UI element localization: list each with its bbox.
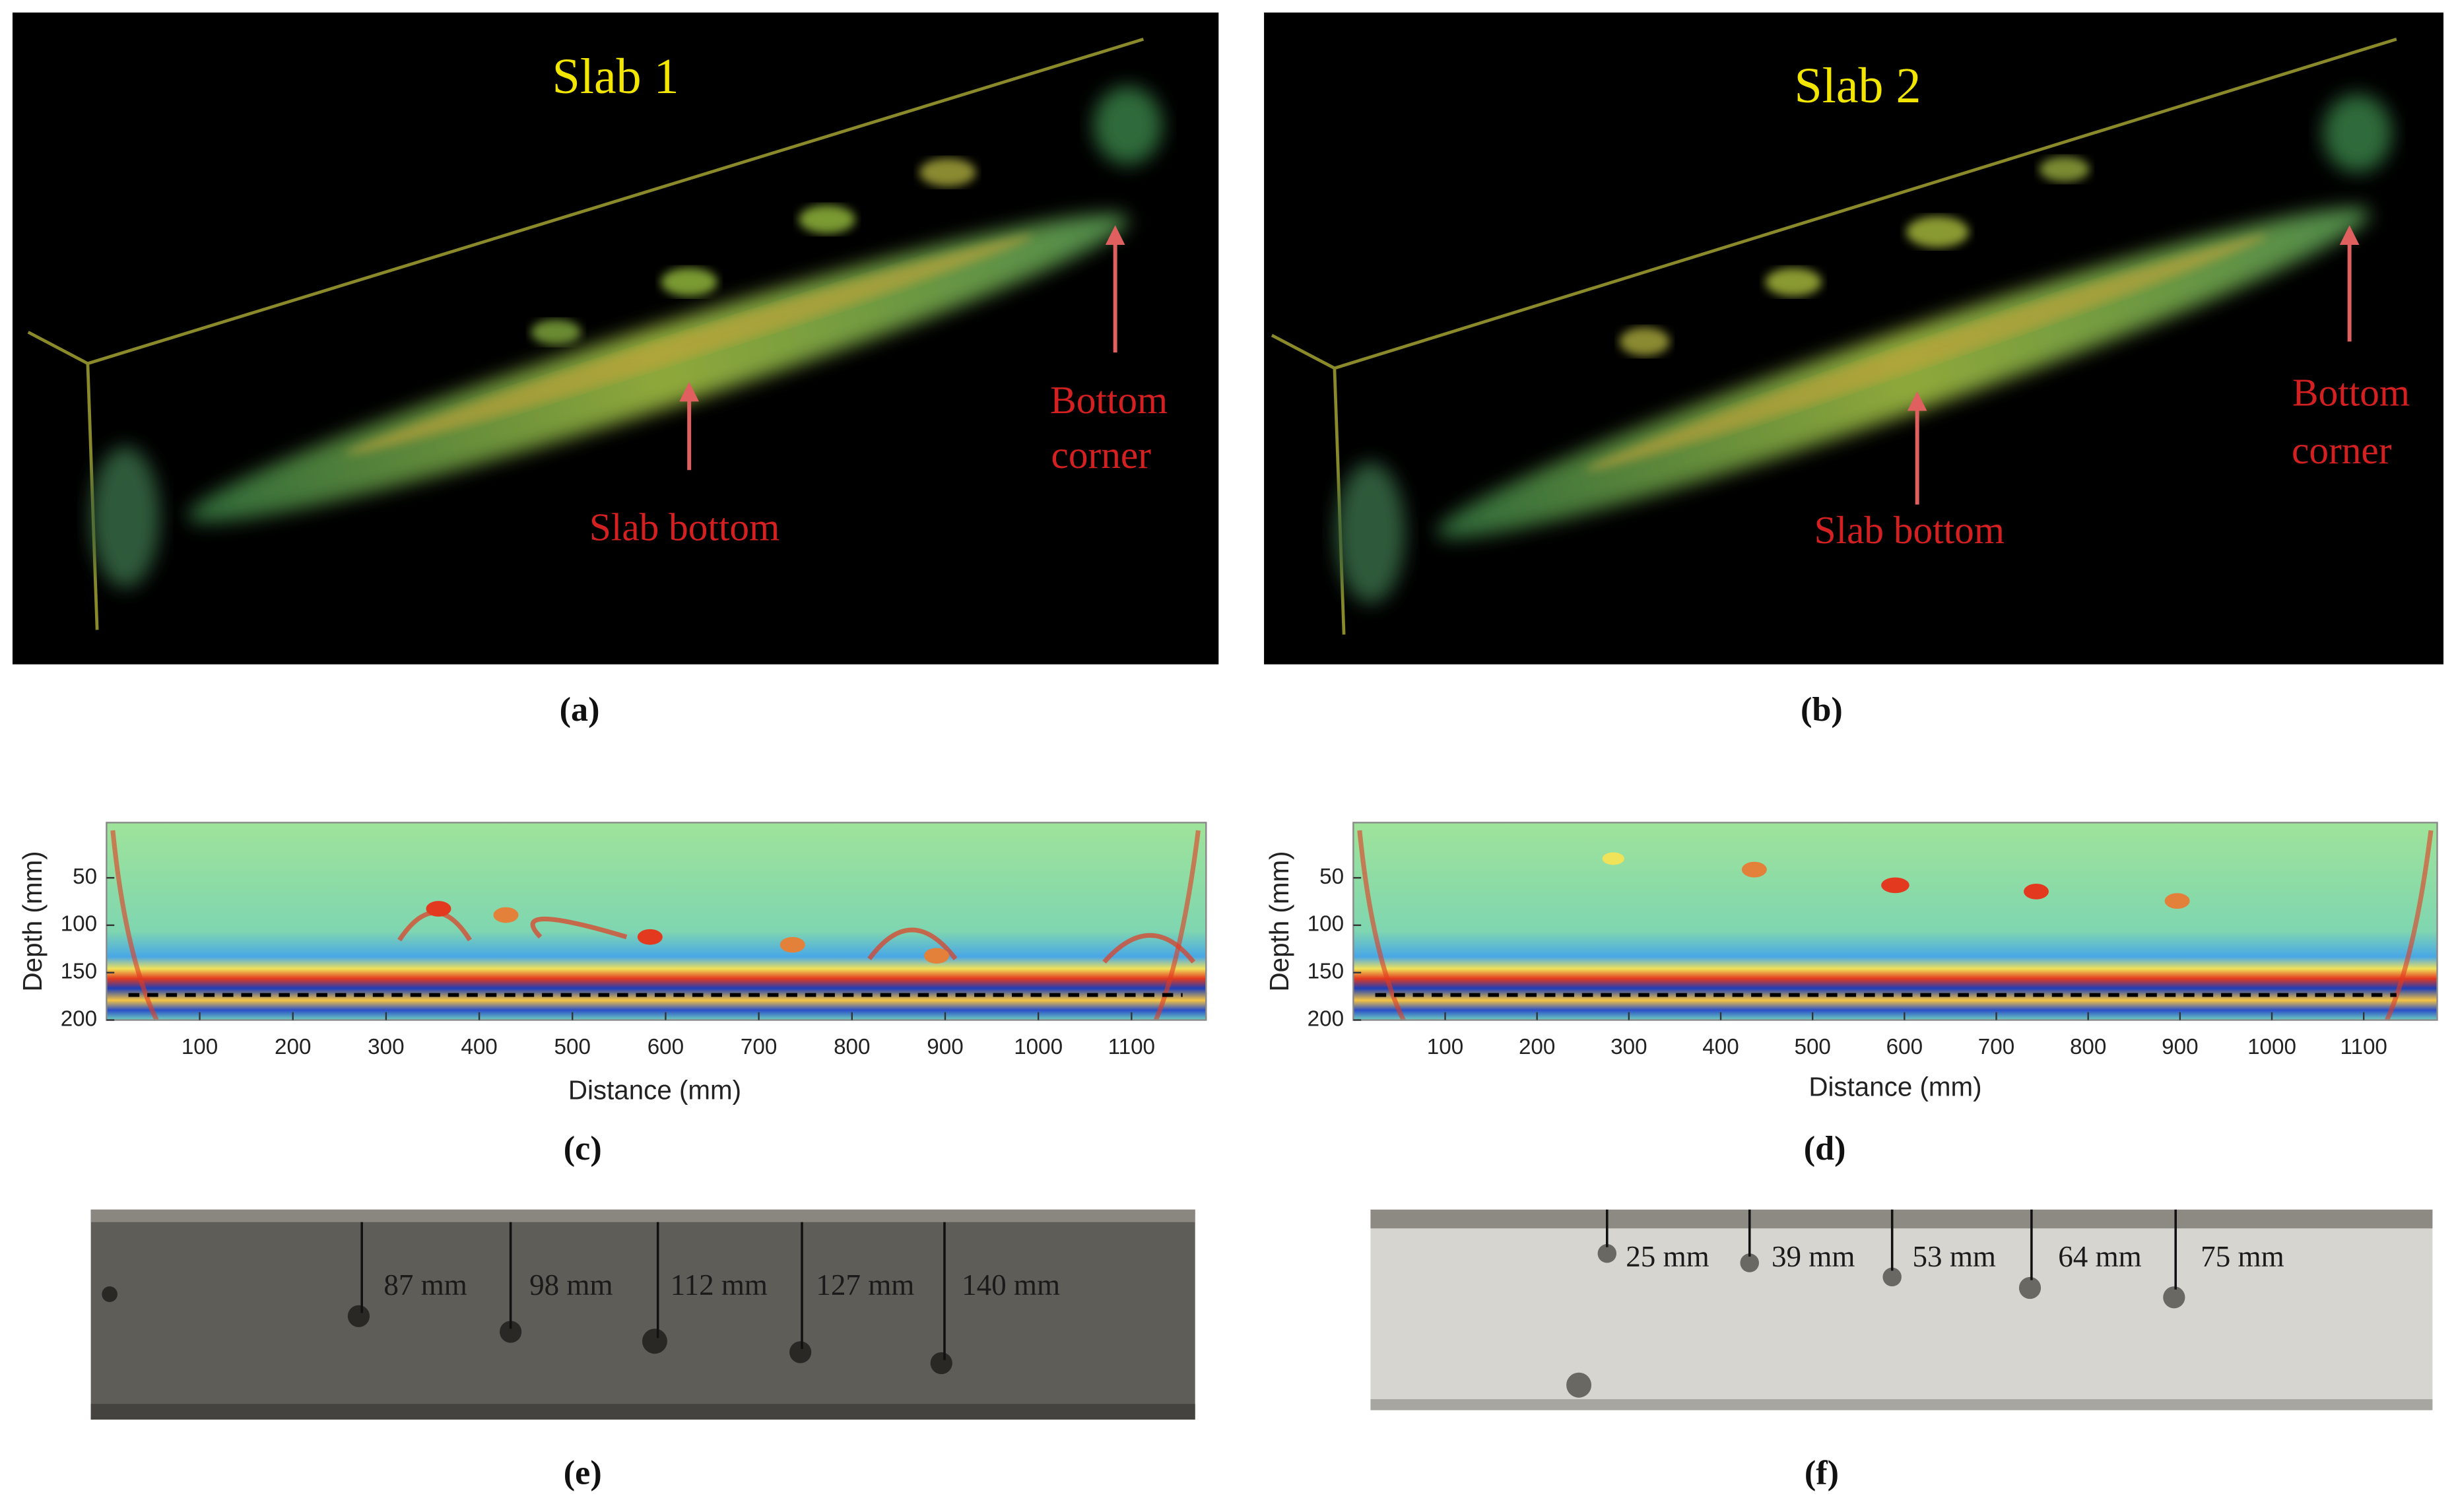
y-tick-label: 100 xyxy=(1308,912,1344,937)
panel-label: (f) xyxy=(1805,1453,1839,1492)
depth-label: 53 mm xyxy=(1913,1240,1996,1273)
x-tick-label: 500 xyxy=(554,1035,591,1059)
depth-label: 25 mm xyxy=(1626,1240,1709,1273)
x-tick-label: 900 xyxy=(2162,1035,2198,1059)
x-tick-label: 500 xyxy=(1794,1035,1830,1059)
x-tick-label: 1100 xyxy=(1108,1035,1155,1059)
render-a-content xyxy=(27,38,1162,630)
y-tick-label: 150 xyxy=(61,959,97,983)
x-tick-label: 600 xyxy=(1886,1035,1923,1059)
slab-title: Slab 2 xyxy=(1795,58,1921,114)
bottom-corner-note: Bottom xyxy=(1050,378,1168,422)
x-tick-label: 200 xyxy=(1519,1035,1555,1059)
x-tick-label: 300 xyxy=(1610,1035,1647,1059)
x-tick-label: 700 xyxy=(1978,1035,2014,1059)
slab-bottom-note: Slab bottom xyxy=(1814,508,2005,552)
x-tick-label: 1000 xyxy=(2247,1035,2296,1059)
x-tick-label: 600 xyxy=(647,1035,684,1059)
y-axis-label: Depth (mm) xyxy=(17,851,48,991)
panel-label: (b) xyxy=(1801,690,1843,729)
x-tick-label: 1100 xyxy=(2340,1035,2387,1059)
x-axis-label: Distance (mm) xyxy=(568,1074,741,1105)
depth-label: 64 mm xyxy=(2058,1240,2141,1273)
axes-d: 50 100 150 200 100 200 300 400 500 600 700 800 900 10… xyxy=(1308,865,2387,1059)
x-tick-label: 100 xyxy=(182,1035,218,1059)
bottom-corner-note: Bottom xyxy=(2292,370,2410,414)
x-tick-label: 900 xyxy=(927,1035,963,1059)
depth-label: 87 mm xyxy=(383,1268,467,1301)
render-b-content xyxy=(1271,38,2397,635)
x-tick-label: 700 xyxy=(741,1035,777,1059)
panel-label: (d) xyxy=(1804,1129,1846,1167)
render-a xyxy=(12,12,1219,665)
y-tick-label: 50 xyxy=(1319,865,1344,889)
bscan-d xyxy=(1352,822,2438,1022)
x-tick-label: 800 xyxy=(834,1035,870,1059)
bottom-corner-note: corner xyxy=(1051,433,1152,477)
depth-label: 127 mm xyxy=(816,1268,914,1301)
panel-label: (a) xyxy=(560,690,600,729)
depth-label: 75 mm xyxy=(2201,1240,2284,1273)
y-tick-label: 200 xyxy=(61,1006,97,1031)
depth-label: 98 mm xyxy=(529,1268,613,1301)
panel-label: (c) xyxy=(564,1129,602,1167)
axes-c: 50 100 150 200 100 200 300 400 500 600 700 800 900 10… xyxy=(61,865,1155,1059)
x-tick-label: 300 xyxy=(368,1035,404,1059)
x-tick-label: 1000 xyxy=(1014,1035,1063,1059)
x-axis-label: Distance (mm) xyxy=(1809,1072,1981,1102)
bscan-c xyxy=(106,822,1207,1022)
x-tick-label: 200 xyxy=(275,1035,311,1059)
panel-label: (e) xyxy=(564,1453,602,1492)
y-axis-label: Depth (mm) xyxy=(1264,851,1294,991)
x-tick-label: 800 xyxy=(2070,1035,2106,1059)
x-tick-label: 400 xyxy=(1702,1035,1739,1059)
bottom-corner-note: corner xyxy=(2292,428,2392,472)
y-tick-label: 150 xyxy=(1308,959,1344,983)
photo-f xyxy=(1370,1209,2433,1410)
x-tick-label: 100 xyxy=(1427,1035,1463,1059)
slab-bottom-note: Slab bottom xyxy=(589,505,780,548)
render-b xyxy=(1264,12,2444,665)
y-tick-label: 200 xyxy=(1308,1006,1344,1031)
photo-e xyxy=(90,1209,1195,1420)
x-tick-label: 400 xyxy=(461,1035,497,1059)
depth-label: 112 mm xyxy=(671,1268,768,1301)
depth-label: 39 mm xyxy=(1772,1240,1855,1273)
y-tick-label: 50 xyxy=(73,865,97,889)
y-tick-label: 100 xyxy=(61,912,97,937)
slab-title: Slab 1 xyxy=(552,49,679,104)
depth-label: 140 mm xyxy=(962,1268,1060,1301)
